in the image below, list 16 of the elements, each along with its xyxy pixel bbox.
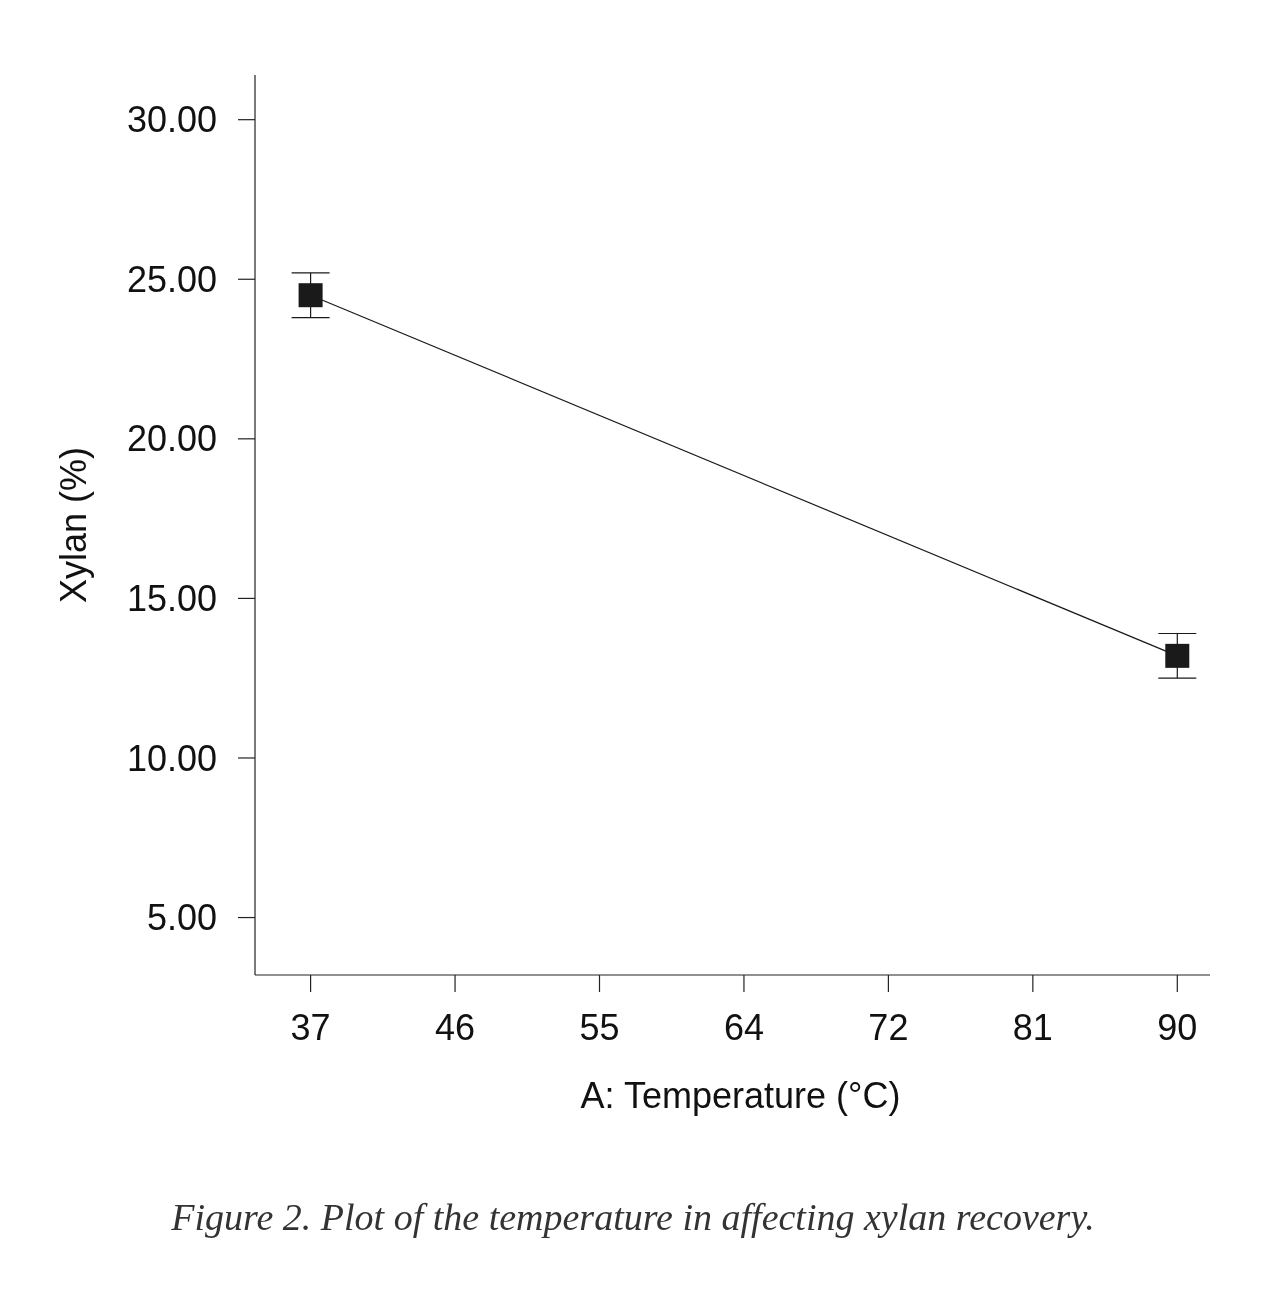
x-tick-label: 72 <box>868 1007 909 1048</box>
y-tick-label: 15.00 <box>126 578 217 619</box>
y-axis-title: Xylan (%) <box>53 446 94 604</box>
x-tick-label: 37 <box>290 1007 331 1048</box>
y-tick-label: 25.00 <box>126 258 217 300</box>
x-tick-label: 90 <box>1157 1007 1198 1048</box>
y-tick-label: 10.00 <box>126 737 217 779</box>
caption: Figure 2. Plot of the temperature in affecting xylan recovery. <box>170 1196 1095 1238</box>
y-tick-label: 20.00 <box>126 418 217 460</box>
x-tick-label: 55 <box>579 1007 620 1048</box>
y-tick-label: 5.00 <box>146 897 217 939</box>
x-tick-label: 46 <box>435 1007 476 1048</box>
y-tick-label: 30.00 <box>126 99 217 141</box>
x-tick-label: 64 <box>723 1007 764 1048</box>
x-axis-title: A: Temperature (°C) <box>580 1075 901 1116</box>
x-tick-label: 81 <box>1012 1007 1053 1048</box>
